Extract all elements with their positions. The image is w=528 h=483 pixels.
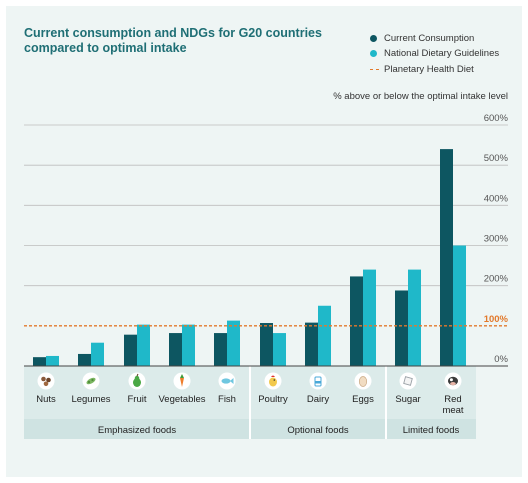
group-label-2: Optional foods: [287, 425, 349, 436]
bar-ndg-nuts: [46, 355, 59, 366]
legumes-icon: [82, 372, 100, 390]
category-label-red-meat-line-2: meat: [442, 405, 463, 416]
sugar-icon: [399, 372, 417, 390]
legend-item-ndg: National Dietary Guidelines: [370, 47, 499, 61]
category-label-fish: Fish: [218, 394, 236, 405]
legend-label-planetary: Planetary Health Diet: [384, 63, 474, 75]
legend-label-ndg: National Dietary Guidelines: [384, 48, 500, 59]
milk-icon: [309, 372, 327, 390]
chart-title: Current consumption and NDGs for G20 cou…: [24, 26, 322, 55]
bar-current-vegetables: [169, 333, 182, 366]
carrot-icon: [173, 372, 191, 390]
bar-ndg-legumes: [91, 342, 104, 366]
bar-current-fish: [214, 333, 227, 366]
y-tick-label-500: 500%: [484, 153, 509, 164]
egg-icon: [354, 372, 372, 390]
bar-current-sugar: [395, 290, 408, 366]
group-label-3: Limited foods: [403, 425, 460, 436]
pear-icon: [128, 372, 146, 390]
bar-ndg-fish: [227, 320, 240, 366]
cow-icon: [444, 372, 462, 390]
chicken-icon: [264, 372, 282, 390]
nuts-icon: [37, 372, 55, 390]
bar-ndg-poultry: [273, 333, 286, 366]
bar-current-dairy: [305, 322, 318, 366]
y-tick-label-400: 400%: [484, 193, 509, 204]
bar-ndg-red-meat: [453, 245, 466, 366]
bar-current-red-meat: [440, 149, 453, 366]
bar-ndg-eggs: [363, 269, 376, 366]
bar-current-legumes: [78, 353, 91, 366]
bar-ndg-fruit: [137, 324, 150, 366]
y-tick-label-200: 200%: [484, 274, 509, 285]
category-label-fruit: Fruit: [128, 394, 147, 405]
bar-current-nuts: [33, 357, 46, 366]
y-tick-label-600: 600%: [484, 113, 509, 124]
category-label-vegetables: Vegetables: [158, 394, 205, 405]
category-label-nuts: Nuts: [36, 394, 56, 405]
group-label-1: Emphasized foods: [98, 425, 176, 436]
bar-ndg-dairy: [318, 305, 331, 366]
category-label-legumes: Legumes: [71, 394, 110, 405]
legend-item-current: Current Consumption: [370, 31, 499, 45]
legend-swatch-current: [370, 34, 377, 42]
y-tick-label-100: 100%: [484, 314, 509, 325]
category-label-sugar: Sugar: [395, 394, 420, 405]
bar-current-poultry: [260, 323, 273, 366]
legend-label-current: Current Consumption: [384, 32, 475, 44]
category-label-poultry: Poultry: [258, 394, 288, 405]
bar-current-eggs: [350, 276, 363, 366]
bar-ndg-vegetables: [182, 324, 195, 366]
category-label-eggs: Eggs: [352, 394, 374, 405]
chart-legend: Current Consumption National Dietary Gui…: [370, 31, 499, 78]
y-tick-label-0: 0%: [494, 354, 508, 365]
y-tick-label-300: 300%: [484, 234, 509, 245]
legend-item-planetary: Planetary Health Diet: [370, 62, 499, 76]
category-label-dairy: Dairy: [307, 394, 329, 405]
y-axis-label: % above or below the optimal intake leve…: [333, 91, 508, 102]
legend-swatch-planetary: [370, 68, 379, 70]
bar-current-fruit: [124, 334, 137, 366]
legend-swatch-ndg: [370, 50, 377, 57]
category-label-red-meat-line-1: Red: [444, 394, 461, 405]
bar-ndg-sugar: [408, 269, 421, 366]
fish-icon: [218, 372, 236, 390]
